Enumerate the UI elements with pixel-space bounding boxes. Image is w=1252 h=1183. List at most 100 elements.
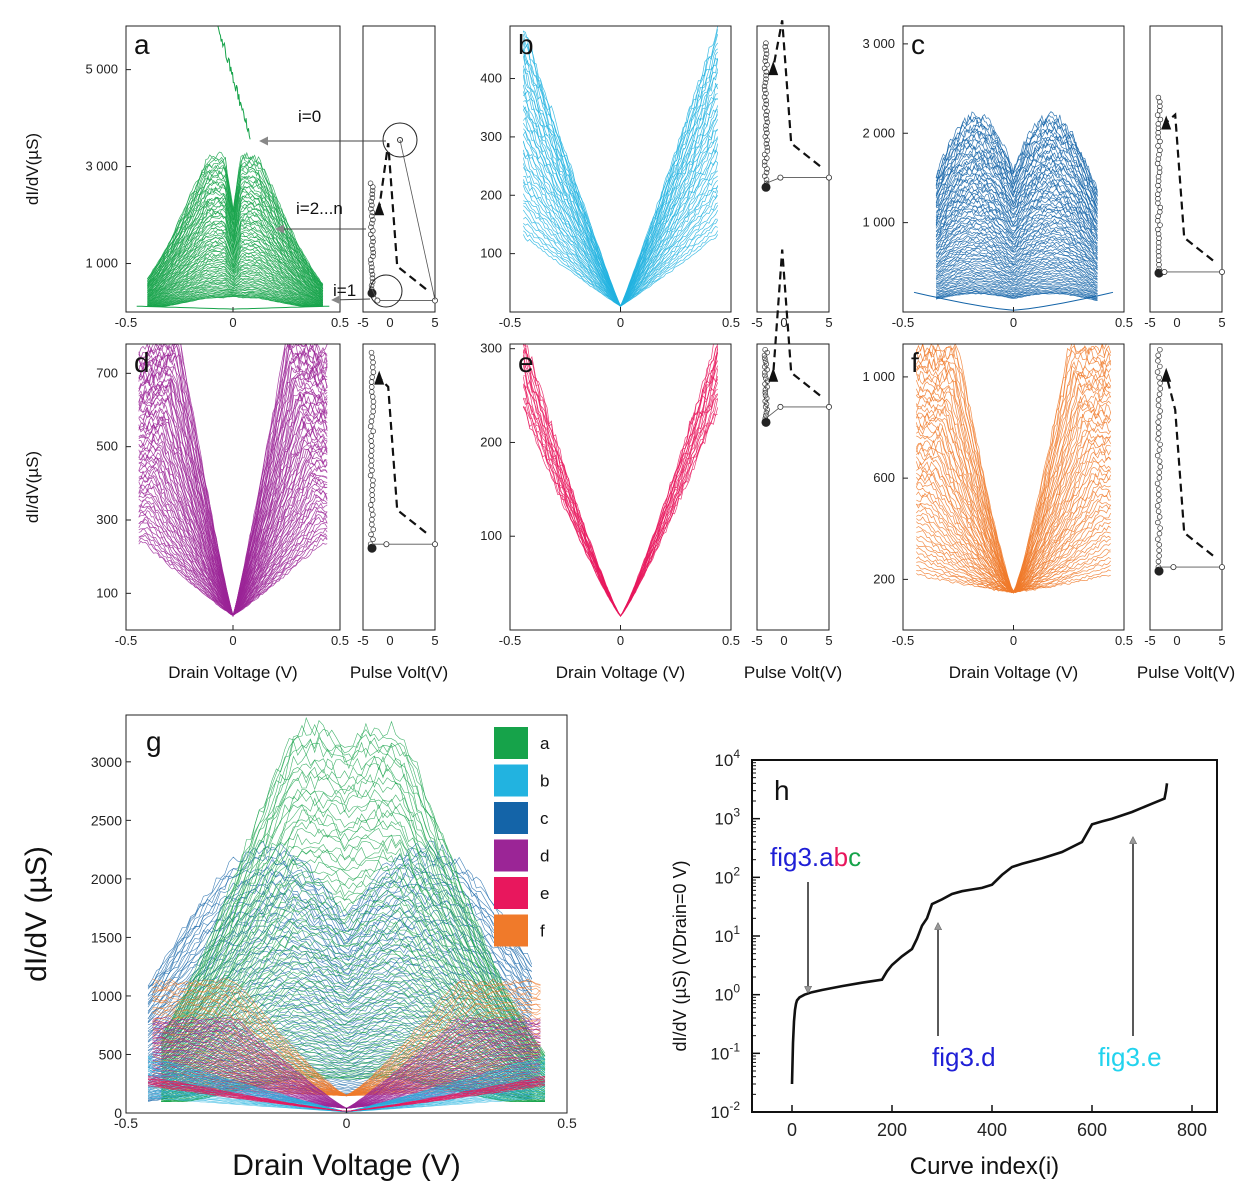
data-curve	[935, 203, 1098, 247]
inset-x-tick-label: 0	[780, 633, 787, 648]
pulse-point	[763, 361, 770, 367]
pulse-point	[370, 536, 376, 543]
pulse-point	[370, 398, 377, 405]
pulse-point	[1155, 257, 1162, 264]
y-tick-label: 400	[480, 71, 502, 86]
curves-c	[913, 111, 1114, 311]
data-curve	[935, 142, 1098, 209]
data-curve	[138, 344, 328, 618]
pulse-point	[431, 297, 438, 304]
data-curve	[935, 286, 1098, 297]
pulse-point	[761, 87, 768, 93]
pulse-point	[1156, 447, 1163, 453]
data-curve	[161, 788, 546, 1065]
pulse-point	[761, 83, 768, 90]
pulse-point	[1154, 160, 1161, 167]
y-tick-label: 500	[96, 439, 118, 454]
data-curve	[936, 225, 1098, 261]
pulse-point	[369, 497, 376, 503]
pulse-point	[764, 155, 770, 161]
inset-x-tick-label: -5	[357, 633, 369, 648]
data-curve	[915, 344, 1111, 593]
pulse-point	[368, 206, 374, 212]
y-tick-label: 100	[96, 585, 118, 600]
data-curve	[523, 98, 718, 307]
data-curve	[935, 149, 1098, 214]
data-curve	[161, 763, 546, 1061]
pulse-point	[370, 403, 377, 410]
trend-arrow	[1165, 374, 1214, 557]
pulse-point	[1155, 519, 1161, 526]
pulse-path	[1158, 268, 1222, 273]
data-curve	[935, 168, 1098, 225]
data-curve	[916, 547, 1111, 594]
pulse-point	[369, 394, 376, 400]
x-tick-label: 0	[343, 1115, 351, 1131]
inset-x-axis-label: Pulse Volt(V)	[744, 663, 842, 682]
pulse-point	[369, 187, 376, 194]
data-curve	[147, 256, 324, 303]
pulse-point	[368, 502, 374, 508]
pulse-point	[763, 123, 769, 129]
data-curve	[138, 410, 328, 616]
pulse-point	[763, 51, 770, 57]
data-curve	[935, 187, 1098, 238]
data-curve	[935, 239, 1098, 269]
data-curve	[935, 152, 1098, 214]
data-curve	[916, 344, 1112, 592]
pulse-cluster	[367, 543, 377, 553]
data-curve	[147, 845, 532, 989]
pulse-point	[764, 166, 770, 172]
data-curve	[916, 386, 1111, 594]
pulse-point	[1155, 536, 1161, 542]
highlight-circle	[382, 122, 418, 158]
data-curve	[935, 208, 1098, 248]
pulse-point	[370, 369, 377, 375]
plot-frame	[125, 343, 341, 631]
data-curve	[935, 213, 1098, 254]
pulse-point	[1155, 352, 1161, 359]
data-curve	[147, 951, 532, 1035]
data-curve	[147, 877, 532, 1005]
pulse-point	[370, 408, 376, 415]
x-tick-label: 0	[787, 1120, 797, 1140]
pulse-point	[1156, 497, 1162, 503]
legend-label-a: a	[540, 734, 550, 753]
y-tick-label: 2500	[91, 812, 122, 828]
data-curve	[147, 280, 323, 307]
pulse-point	[777, 403, 784, 410]
pulse-point	[1161, 268, 1168, 275]
data-curve	[936, 285, 1098, 297]
data-curve	[935, 256, 1098, 280]
panel-e: -0.5 0 0.5 100 200 300 e Drain Voltage (V) -5 0 5 P…	[480, 249, 842, 682]
pulse-point	[1155, 134, 1161, 140]
pulse-point	[1155, 402, 1162, 409]
pulse-point	[367, 180, 374, 187]
data-curve	[915, 481, 1111, 593]
data-curve	[935, 145, 1098, 212]
inset-x-tick-label: 0	[386, 633, 393, 648]
pulse-point	[764, 144, 770, 151]
data-curve	[935, 182, 1098, 233]
trend-arrow	[378, 376, 427, 534]
data-curve	[916, 573, 1111, 594]
data-curve	[147, 164, 324, 287]
highlight-circle	[369, 274, 403, 308]
data-curve	[138, 412, 328, 617]
data-curve	[152, 989, 541, 1097]
pulse-cluster	[1154, 268, 1164, 278]
pulse-point	[368, 349, 375, 356]
data-curve	[147, 193, 324, 292]
y-tick-label: 2000	[91, 871, 122, 887]
x-tick-label: -0.5	[892, 633, 914, 648]
x-axis-label: Curve index(i)	[910, 1153, 1059, 1180]
pulse-point	[1156, 458, 1163, 464]
x-tick-label: 800	[1177, 1120, 1207, 1140]
data-curve	[147, 962, 532, 1043]
y-tick-label: 104	[714, 747, 740, 770]
y-tick-label: 200	[873, 571, 895, 586]
pulse-point	[369, 264, 375, 270]
data-curve	[916, 560, 1111, 593]
panel-label: a	[134, 29, 150, 60]
data-curve	[522, 386, 719, 617]
